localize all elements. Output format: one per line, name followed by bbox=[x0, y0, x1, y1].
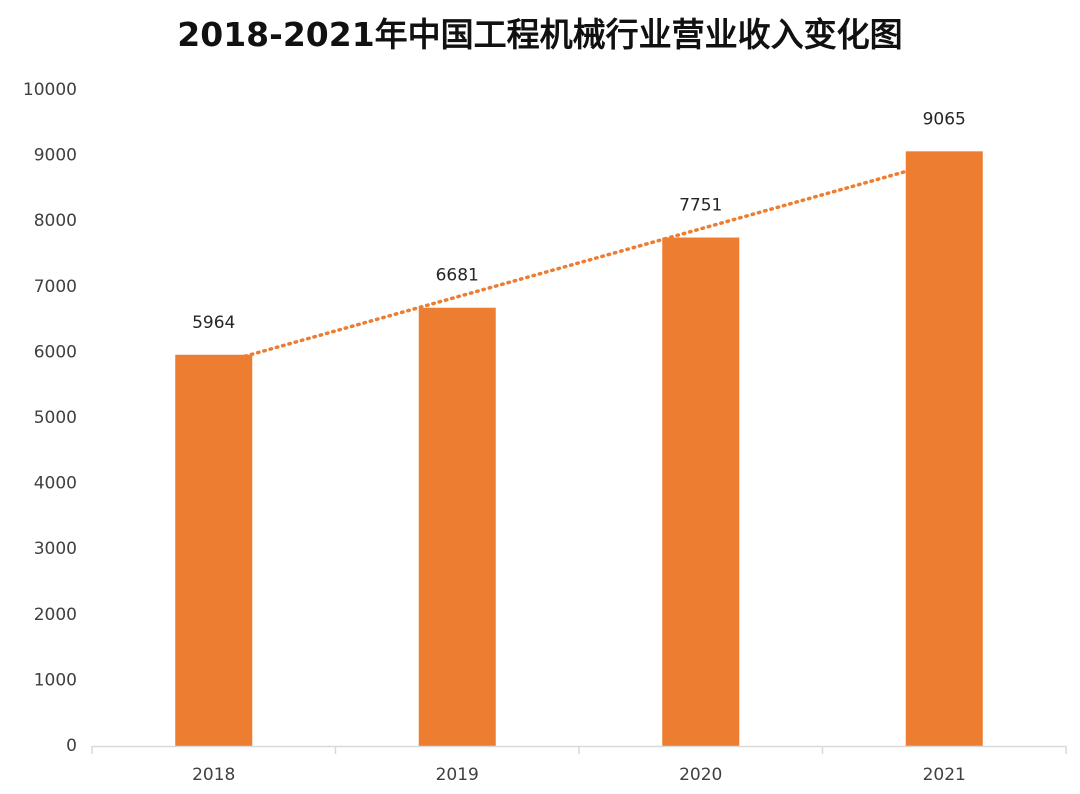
data-label-2020: 7751 bbox=[679, 196, 722, 216]
bar-2021 bbox=[905, 151, 983, 746]
data-label-2018: 5964 bbox=[192, 313, 235, 333]
chart-title: 2018-2021年中国工程机械行业营业收入变化图 bbox=[177, 15, 903, 54]
y-tick-label-2000: 2000 bbox=[34, 605, 77, 625]
x-tick-label-2020: 2020 bbox=[679, 765, 722, 785]
bar-2018 bbox=[175, 354, 253, 746]
bar-2019 bbox=[418, 307, 496, 746]
y-tick-label-7000: 7000 bbox=[34, 277, 77, 297]
trend-line bbox=[212, 159, 946, 367]
x-tick-label-2021: 2021 bbox=[923, 765, 966, 785]
y-tick-label-1000: 1000 bbox=[34, 670, 77, 690]
y-tick-label-3000: 3000 bbox=[34, 539, 77, 559]
y-tick-label-10000: 10000 bbox=[23, 80, 77, 100]
y-tick-label-0: 0 bbox=[66, 736, 77, 756]
y-tick-label-5000: 5000 bbox=[34, 408, 77, 428]
y-tick-label-4000: 4000 bbox=[34, 474, 77, 494]
bar-2020 bbox=[662, 237, 740, 746]
y-tick-label-6000: 6000 bbox=[34, 342, 77, 362]
data-label-2021: 9065 bbox=[923, 109, 966, 129]
y-tick-label-9000: 9000 bbox=[34, 146, 77, 166]
x-axis-group: 2018 2019 2020 2021 bbox=[91, 745, 1067, 785]
data-labels-group: 5964 6681 7751 9065 bbox=[192, 109, 966, 332]
y-axis-ticks: 0 1000 2000 3000 4000 5000 6000 7000 8000 9000 100… bbox=[23, 80, 77, 756]
bars-group bbox=[175, 151, 983, 746]
trendline-group bbox=[212, 159, 946, 367]
data-label-2019: 6681 bbox=[436, 266, 479, 286]
x-tick-label-2019: 2019 bbox=[436, 765, 479, 785]
y-tick-label-8000: 8000 bbox=[34, 211, 77, 231]
x-tick-label-2018: 2018 bbox=[192, 765, 235, 785]
